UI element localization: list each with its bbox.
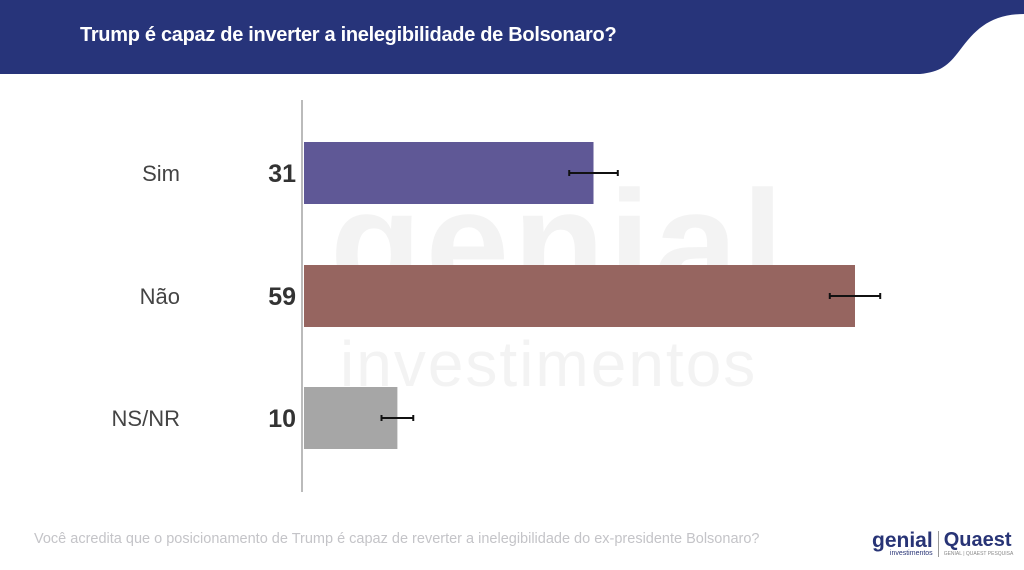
survey-question: Você acredita que o posicionamento de Tr… bbox=[34, 531, 760, 547]
bar-1 bbox=[304, 265, 855, 327]
value-label: 10 bbox=[268, 405, 296, 433]
bar-0 bbox=[304, 142, 594, 204]
value-label: 31 bbox=[268, 160, 296, 188]
page-title: Trump é capaz de inverter a inelegibilid… bbox=[80, 24, 617, 46]
logo-divider bbox=[937, 530, 939, 557]
genial-logo-sub: investimentos bbox=[889, 550, 933, 557]
genial-logo: genial bbox=[872, 529, 933, 552]
quaest-logo: Quaest bbox=[943, 529, 1012, 551]
value-label: 59 bbox=[268, 283, 296, 311]
logos: genial investimentos Quaest GENIAL | QUAES… bbox=[872, 530, 1013, 557]
category-label: Não bbox=[140, 284, 180, 309]
header-banner bbox=[0, 0, 1024, 74]
category-label: NS/NR bbox=[112, 406, 180, 431]
quaest-logo-sub: GENIAL | QUAEST PESQUISA bbox=[943, 551, 1014, 557]
watermark-sub: investimentos bbox=[340, 328, 758, 400]
category-label: Sim bbox=[142, 161, 180, 186]
